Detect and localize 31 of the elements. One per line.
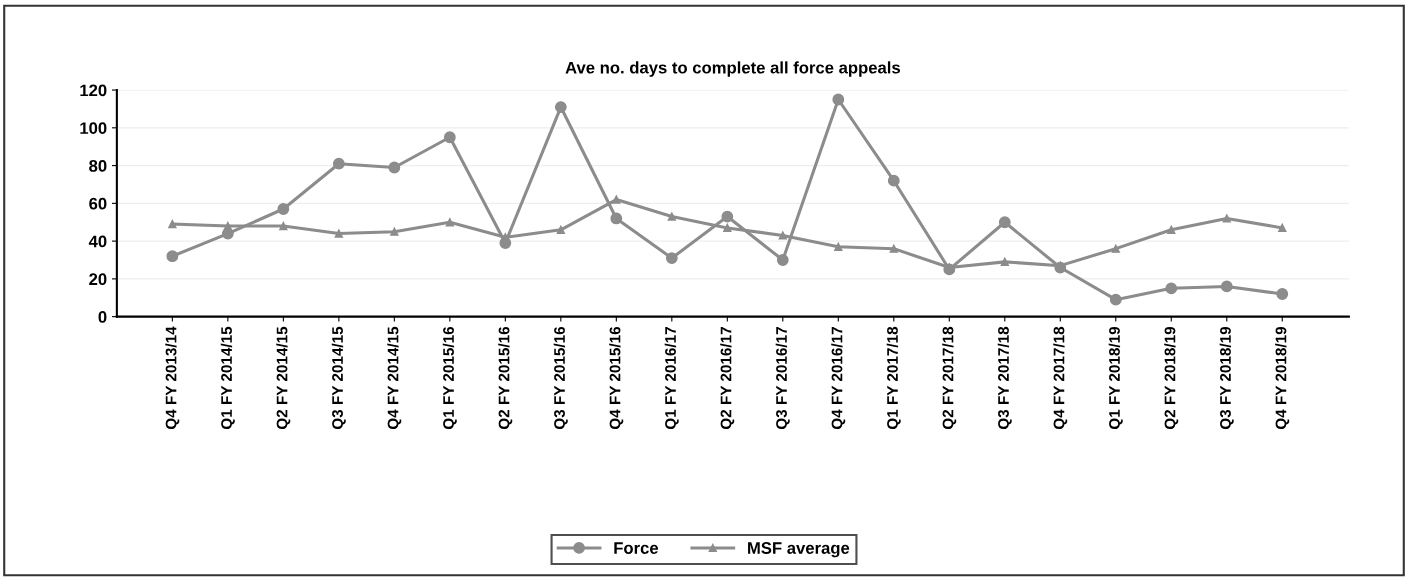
x-tick-label: Q4 FY 2018/19 [1275,326,1290,430]
x-tick-label: Q2 FY 2018/19 [1164,326,1179,430]
x-tick-label: Q4 FY 2017/18 [1053,326,1068,430]
x-tick-label: Q1 FY 2014/15 [220,326,235,430]
x-tick-label: Q2 FY 2017/18 [942,326,957,430]
x-tick-label: Q3 FY 2016/17 [775,327,790,430]
y-tick-label: 100 [80,122,107,135]
y-tick-label: 60 [89,197,107,210]
x-tick-label: Q2 FY 2015/16 [498,326,513,430]
x-tick-label: Q1 FY 2016/17 [664,327,679,430]
y-tick-label: 40 [88,235,107,248]
y-tick-label: 20 [89,273,107,286]
x-tick-label: Q1 FY 2018/19 [1108,326,1123,430]
x-tick-label: Q1 FY 2015/16 [442,326,457,430]
legend-label: Force [614,542,659,554]
y-tick-label: 80 [89,159,107,172]
x-tick-label: Q4 FY 2014/15 [387,326,402,430]
x-tick-label: Q3 FY 2015/16 [553,326,568,430]
y-tick-label: 0 [98,311,107,323]
legend-label: MSF average [748,542,850,558]
x-tick-label: Q4 FY 2013/14 [165,326,180,430]
x-tick-label: Q3 FY 2017/18 [997,326,1012,430]
x-tick-label: Q2 FY 2014/15 [276,326,291,430]
x-tick-label: Q2 FY 2016/17 [720,327,735,430]
y-tick-label: 120 [80,84,107,97]
x-tick-label: Q3 FY 2018/19 [1219,326,1234,430]
chart-title: Ave no. days to complete all force appeals [565,61,900,77]
x-tick-label: Q4 FY 2015/16 [609,326,624,430]
x-tick-label: Q1 FY 2017/18 [886,326,901,430]
x-tick-label: Q4 FY 2016/17 [831,327,846,430]
x-tick-label: Q3 FY 2014/15 [331,326,346,430]
